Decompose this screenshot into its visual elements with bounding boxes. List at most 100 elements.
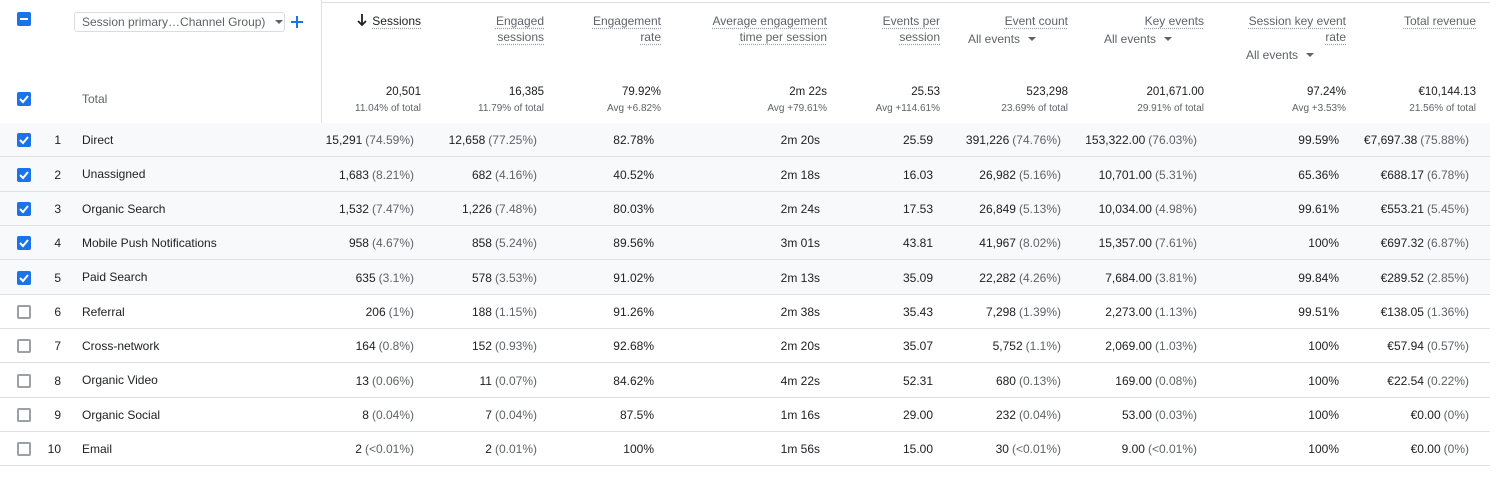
metric-value: 8 bbox=[362, 407, 369, 422]
row-checkbox[interactable] bbox=[17, 373, 31, 388]
row-checkbox[interactable] bbox=[17, 167, 31, 182]
metric-cell: 4m 22s bbox=[781, 363, 820, 397]
column-header[interactable]: Engagement rate bbox=[581, 13, 661, 45]
metric-cell: 13 (0.06%) bbox=[356, 363, 414, 397]
row-name: Direct bbox=[82, 133, 114, 147]
column-header[interactable]: Event count All events bbox=[968, 13, 1068, 47]
metric-cell: 2m 38s bbox=[781, 295, 820, 329]
dimension-picker-label: Session primary…Channel Group) bbox=[82, 15, 266, 29]
metric-share: (0.93%) bbox=[494, 339, 537, 354]
total-value: 523,298 bbox=[1026, 86, 1068, 98]
total-note: Avg +114.61% bbox=[875, 103, 940, 114]
column-header-line: Events per session bbox=[870, 13, 940, 45]
column-header[interactable]: Sessions bbox=[341, 13, 421, 29]
metric-value: 84.62% bbox=[613, 373, 654, 388]
metric-cell: 41,967 (8.02%) bbox=[979, 226, 1061, 260]
column-header[interactable]: Engaged sessions bbox=[474, 13, 544, 45]
column-header[interactable]: Average engagement time per session bbox=[697, 13, 827, 45]
add-dimension-button[interactable] bbox=[290, 15, 304, 29]
event-filter[interactable]: All events bbox=[1236, 45, 1346, 63]
dimension-picker[interactable]: Session primary…Channel Group) bbox=[74, 12, 285, 32]
total-note: Avg +79.61% bbox=[767, 103, 827, 114]
metric-cell: €57.94 (0.57%) bbox=[1387, 329, 1469, 363]
table-row[interactable]: 6 Referral 206 (1%) 188 (1.15%) 91.26% 2m 38s 35… bbox=[0, 294, 1490, 330]
row-index: 9 bbox=[54, 407, 61, 422]
metric-share: (1.39%) bbox=[1018, 304, 1061, 319]
metric-share: (4.26%) bbox=[1018, 270, 1061, 285]
total-label: Total bbox=[82, 92, 108, 106]
column-header[interactable]: Events per session bbox=[870, 13, 940, 45]
metric-value: 29.00 bbox=[902, 407, 933, 422]
metric-share: (1.15%) bbox=[494, 304, 537, 319]
metric-value: 99.59% bbox=[1298, 133, 1339, 148]
metric-value: 1,532 bbox=[338, 201, 369, 216]
metric-cell: 2m 24s bbox=[781, 192, 820, 226]
total-note: Avg +3.53% bbox=[1291, 103, 1346, 114]
row-index: 2 bbox=[54, 167, 61, 182]
metric-share: (6.78%) bbox=[1426, 167, 1469, 182]
select-all-checkbox[interactable] bbox=[17, 12, 31, 26]
table-row[interactable]: 4 Mobile Push Notifications 958 (4.67%) 858(… bbox=[0, 226, 1490, 261]
row-checkbox[interactable] bbox=[17, 133, 31, 148]
metric-value: €138.05 bbox=[1380, 304, 1424, 319]
metric-cell: 391,226 (74.76%) bbox=[966, 123, 1061, 157]
table-row[interactable]: 1 Direct 15,291 (74.59%) 12,658 (77.25%) 82.78… bbox=[0, 123, 1490, 158]
total-note: 11.04% of total bbox=[355, 103, 421, 114]
table-row[interactable]: 3 Organic Search 1,532 (7.47%) 1,226 (7.48%) 8… bbox=[0, 191, 1490, 227]
row-checkbox[interactable] bbox=[17, 304, 31, 319]
row-checkbox[interactable] bbox=[17, 201, 31, 216]
metric-cell: 11 (0.07%) bbox=[480, 363, 538, 397]
metric-share: (74.59%) bbox=[365, 133, 414, 148]
metric-value: 2m 20s bbox=[780, 339, 820, 354]
table-row[interactable]: 10 Email 2 (<0.01%) 2 (0.01%) 100% 1m 56s 15.00 3… bbox=[0, 432, 1490, 467]
column-header[interactable]: Total revenue bbox=[1386, 13, 1476, 29]
metric-cell: 164 (0.8%) bbox=[356, 329, 414, 363]
column-label: Total revenue bbox=[1403, 14, 1476, 28]
table-row[interactable]: 9 Organic Social 8 (0.04%) 7 (0.04%) 87.5% 1m 1… bbox=[0, 397, 1490, 433]
row-index: 1 bbox=[54, 133, 61, 148]
table-row[interactable]: 2 Unassigned 1,683 (8.21%) 682 (4.16%) 40.52% 2… bbox=[0, 157, 1490, 192]
metric-cell: 958 (4.67%) bbox=[349, 226, 414, 260]
column-label: Engaged sessions bbox=[495, 14, 544, 44]
column-header[interactable]: Key events All events bbox=[1104, 13, 1204, 47]
total-checkbox[interactable] bbox=[17, 92, 31, 106]
column-header-line: Key events bbox=[1104, 13, 1204, 29]
metric-value: 26,982 bbox=[979, 167, 1016, 182]
metric-value: €0.00 bbox=[1410, 407, 1441, 422]
metric-cell: 92.68% bbox=[613, 329, 654, 363]
event-filter[interactable]: All events bbox=[968, 29, 1068, 47]
metric-share: (1.03%) bbox=[1154, 339, 1197, 354]
row-checkbox[interactable] bbox=[17, 339, 31, 354]
metric-value: 10,034.00 bbox=[1098, 201, 1152, 216]
metric-share: (0.22%) bbox=[1426, 373, 1469, 388]
metric-cell: 89.56% bbox=[613, 226, 654, 260]
metric-share: (0.07%) bbox=[494, 373, 537, 388]
metric-share: (77.25%) bbox=[488, 133, 537, 148]
metric-value: 2m 24s bbox=[780, 201, 820, 216]
metric-cell: 29.00 bbox=[903, 398, 933, 432]
metric-value: €688.17 bbox=[1380, 167, 1424, 182]
top-border bbox=[322, 2, 1490, 3]
total-note: Avg +6.82% bbox=[606, 103, 661, 114]
event-filter[interactable]: All events bbox=[1104, 29, 1204, 47]
metric-value: 12,658 bbox=[448, 133, 486, 148]
metric-value: 578 bbox=[471, 270, 492, 285]
row-checkbox[interactable] bbox=[17, 236, 31, 251]
column-header[interactable]: Session key event rate All events bbox=[1236, 13, 1346, 63]
metric-share: (4.67%) bbox=[371, 236, 414, 251]
metric-cell: 100% bbox=[1308, 363, 1339, 397]
metric-value: 100% bbox=[1308, 339, 1339, 354]
total-value: 20,501 bbox=[385, 86, 421, 98]
table-row[interactable]: 7 Cross-network 164 (0.8%) 152 (0.93%) 92.68% 2… bbox=[0, 329, 1490, 364]
metric-value: 680 bbox=[995, 373, 1016, 388]
metric-value: 7 bbox=[485, 407, 492, 422]
row-checkbox[interactable] bbox=[17, 442, 31, 457]
column-header-line: Total revenue bbox=[1386, 13, 1476, 29]
row-checkbox[interactable] bbox=[17, 270, 31, 285]
row-checkbox[interactable] bbox=[17, 407, 31, 422]
metric-cell: 1,532 (7.47%) bbox=[339, 192, 414, 226]
metric-cell: 35.43 bbox=[903, 295, 933, 329]
column-header-line: Average engagement time per session bbox=[697, 13, 827, 45]
table-row[interactable]: 8 Organic Video 13 (0.06%) 11 (0.07%) 84.62% 4m… bbox=[0, 363, 1490, 398]
table-row[interactable]: 5 Paid Search 635 (3.1%) 578 (3.53%) 91.02% 2m … bbox=[0, 260, 1490, 295]
